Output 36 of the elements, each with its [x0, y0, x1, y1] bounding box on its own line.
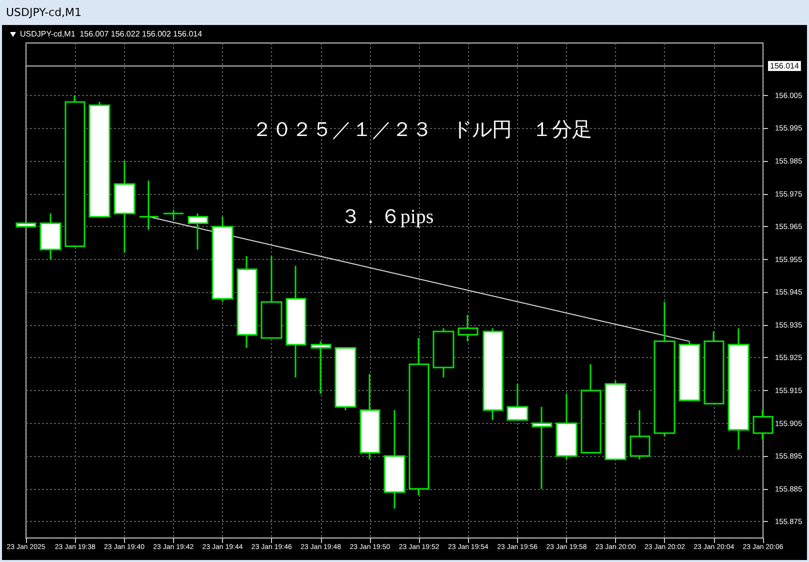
annotation: ２０２５／１／２３ ドル円 １分足 — [252, 119, 592, 141]
candlestick — [286, 265, 306, 378]
chart-title: USDJPY-cd,M1 — [6, 5, 82, 21]
candlestick — [432, 327, 454, 378]
candlestick — [408, 337, 430, 496]
candlestick — [506, 383, 528, 421]
candlestick — [188, 212, 208, 250]
candlestick — [334, 347, 356, 411]
candlestick — [16, 222, 36, 228]
candlestick — [482, 327, 504, 421]
annotation: ３．６pips — [340, 206, 434, 228]
candlestick — [64, 94, 86, 247]
candlestick — [630, 409, 650, 460]
candlestick — [580, 364, 602, 454]
candlestick — [310, 340, 332, 395]
candlestick — [556, 393, 578, 460]
candlestick — [752, 409, 774, 440]
candlestick — [114, 160, 136, 254]
candlestick — [704, 330, 724, 404]
candlestick — [260, 255, 282, 339]
candlestick — [728, 327, 750, 450]
chart-subtitle: USDJPY-cd,M1 156.007 156.022 156.002 156.014 — [20, 30, 203, 38]
candlestick — [212, 216, 234, 303]
candlestick — [138, 180, 160, 231]
candlestick — [654, 301, 676, 438]
candlestick — [236, 255, 258, 349]
candlestick — [532, 406, 552, 490]
ref-line-label: 156.014 — [770, 61, 800, 70]
candlestick — [384, 409, 406, 510]
candlestick — [40, 212, 62, 260]
candlestick — [678, 340, 700, 402]
candlestick — [88, 101, 110, 218]
candlestick — [604, 380, 626, 460]
candlestick — [458, 314, 478, 342]
candlestick — [162, 209, 184, 221]
candlestick — [360, 373, 380, 460]
